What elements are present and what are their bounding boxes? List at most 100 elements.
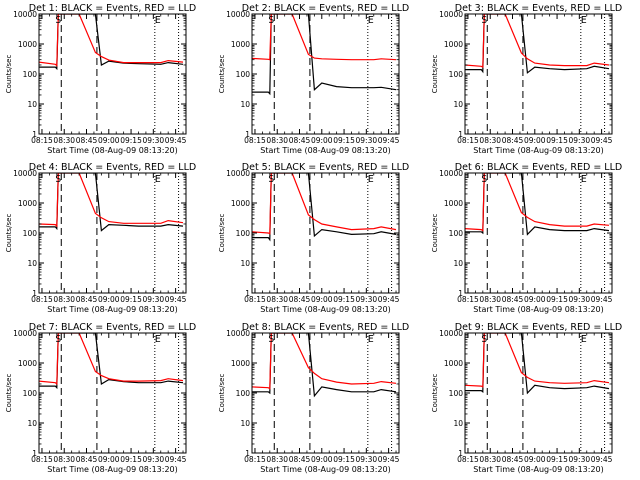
x-tick-label: 08:15 xyxy=(457,455,479,464)
end-marker-label: E xyxy=(581,15,587,26)
x-tick-label: 08:15 xyxy=(244,136,266,145)
y-axis-label: Counts/sec xyxy=(218,214,226,253)
x-tick-label: 08:45 xyxy=(76,455,98,464)
events-series-line xyxy=(465,173,610,236)
y-tick-label: 1000 xyxy=(444,40,463,49)
x-tick-label: 08:45 xyxy=(289,295,311,304)
y-tick-label: 100 xyxy=(236,389,251,398)
x-tick-label: 09:00 xyxy=(98,295,120,304)
x-tick-label: 09:15 xyxy=(120,455,142,464)
x-tick-label: 09:30 xyxy=(569,136,591,145)
lld-series-line xyxy=(252,14,397,61)
x-tick-label: 09:30 xyxy=(143,295,165,304)
y-tick-label: 1 xyxy=(458,449,463,458)
y-tick-label: 1000 xyxy=(18,199,37,208)
panel-title: Det 8: BLACK = Events, RED = LLD xyxy=(242,322,409,333)
y-axis-label: Counts/sec xyxy=(5,214,13,253)
events-series-line xyxy=(465,14,610,74)
x-axis-label: Start Time (08-Aug-09 08:13:20) xyxy=(473,146,604,155)
y-tick-label: 1 xyxy=(245,449,250,458)
y-tick-label: 1000 xyxy=(18,40,37,49)
x-tick-label: 09:15 xyxy=(333,455,355,464)
y-tick-label: 1 xyxy=(32,289,37,298)
x-tick-label: 08:30 xyxy=(53,455,75,464)
x-tick-label: 08:45 xyxy=(76,295,98,304)
y-tick-label: 10000 xyxy=(439,169,463,178)
y-tick-label: 1 xyxy=(32,449,37,458)
y-axis-label: Counts/sec xyxy=(431,55,439,94)
lld-series-line xyxy=(39,14,184,67)
y-axis-label: Counts/sec xyxy=(5,374,13,413)
x-tick-label: 08:30 xyxy=(53,295,75,304)
x-tick-label: 09:15 xyxy=(120,295,142,304)
lld-series-line xyxy=(465,173,610,232)
y-tick-label: 100 xyxy=(23,229,38,238)
y-tick-label: 10 xyxy=(27,100,37,109)
x-tick-label: 09:45 xyxy=(591,295,613,304)
x-tick-label: 09:30 xyxy=(143,136,165,145)
x-tick-label: 08:30 xyxy=(479,455,501,464)
y-axis-label: Counts/sec xyxy=(431,214,439,253)
lld-series-line xyxy=(465,14,610,69)
x-tick-label: 08:15 xyxy=(244,295,266,304)
x-tick-label: 08:15 xyxy=(31,295,53,304)
start-marker-label: S xyxy=(268,174,274,185)
y-tick-label: 10 xyxy=(453,419,463,428)
x-tick-label: 09:00 xyxy=(524,136,546,145)
lld-series-line xyxy=(465,333,610,388)
y-tick-label: 10 xyxy=(240,100,250,109)
x-tick-label: 08:30 xyxy=(479,136,501,145)
x-tick-label: 09:15 xyxy=(333,136,355,145)
end-marker-label: E xyxy=(368,15,374,26)
y-tick-label: 1 xyxy=(245,130,250,139)
y-tick-label: 10000 xyxy=(226,169,250,178)
x-tick-label: 08:15 xyxy=(457,136,479,145)
y-tick-label: 10000 xyxy=(226,10,250,19)
x-axis-label: Start Time (08-Aug-09 08:13:20) xyxy=(473,305,604,314)
x-axis-label: Start Time (08-Aug-09 08:13:20) xyxy=(47,146,178,155)
x-tick-label: 09:15 xyxy=(333,295,355,304)
x-tick-label: 08:15 xyxy=(457,295,479,304)
y-tick-label: 10000 xyxy=(13,329,37,338)
x-tick-label: 09:15 xyxy=(546,136,568,145)
panel-title: Det 6: BLACK = Events, RED = LLD xyxy=(455,162,622,173)
x-tick-label: 08:30 xyxy=(266,136,288,145)
y-tick-label: 10 xyxy=(240,259,250,268)
y-tick-label: 10000 xyxy=(13,169,37,178)
start-marker-label: S xyxy=(481,174,487,185)
y-tick-label: 10 xyxy=(453,100,463,109)
events-series-line xyxy=(252,333,397,398)
panel-title: Det 5: BLACK = Events, RED = LLD xyxy=(242,162,409,173)
y-axis-label: Counts/sec xyxy=(218,374,226,413)
start-marker-label: S xyxy=(55,174,61,185)
x-tick-label: 08:30 xyxy=(479,295,501,304)
y-tick-label: 10000 xyxy=(13,10,37,19)
panel-title: Det 4: BLACK = Events, RED = LLD xyxy=(29,162,196,173)
x-axis-label: Start Time (08-Aug-09 08:13:20) xyxy=(47,305,178,314)
x-tick-label: 09:30 xyxy=(356,455,378,464)
events-series-line xyxy=(252,173,397,242)
end-marker-label: E xyxy=(155,15,161,26)
x-tick-label: 09:45 xyxy=(165,136,187,145)
x-tick-label: 09:45 xyxy=(378,136,400,145)
x-tick-label: 09:45 xyxy=(591,455,613,464)
x-tick-label: 08:45 xyxy=(502,455,524,464)
y-tick-label: 10 xyxy=(27,419,37,428)
events-series-line xyxy=(465,333,610,395)
y-tick-label: 100 xyxy=(449,70,464,79)
y-tick-label: 10000 xyxy=(439,10,463,19)
lld-series-line xyxy=(39,333,184,386)
x-tick-label: 09:00 xyxy=(311,455,333,464)
x-tick-label: 09:45 xyxy=(591,136,613,145)
x-tick-label: 09:30 xyxy=(356,295,378,304)
x-tick-label: 09:00 xyxy=(98,136,120,145)
y-tick-label: 1 xyxy=(32,130,37,139)
y-axis-label: Counts/sec xyxy=(218,55,226,94)
x-tick-label: 09:30 xyxy=(569,295,591,304)
panel-title: Det 7: BLACK = Events, RED = LLD xyxy=(29,322,196,333)
